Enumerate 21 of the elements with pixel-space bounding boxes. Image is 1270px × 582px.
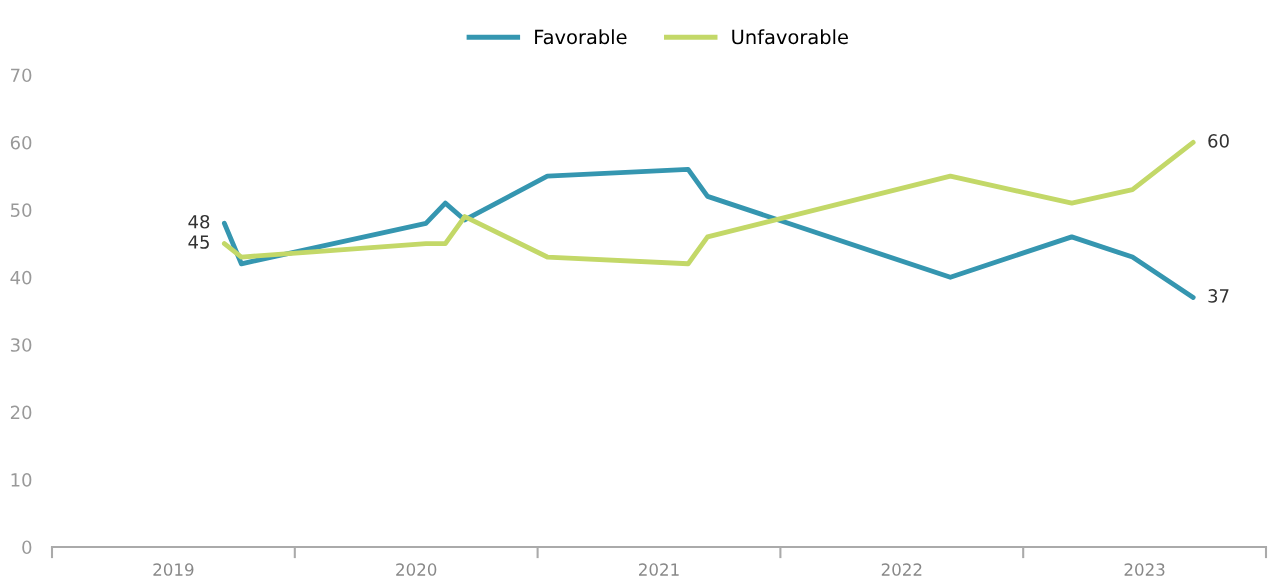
x-tick-label: 2021	[639, 563, 679, 576]
x-tick-label: 2020	[396, 563, 437, 576]
x-tick-label: 2022	[881, 563, 922, 576]
y-tick-label: 40	[10, 270, 32, 285]
y-tick-label: 70	[11, 68, 32, 83]
legend-label: Favorable	[535, 29, 627, 45]
line-series	[221, 140, 1196, 267]
y-tick-label: 30	[10, 338, 32, 352]
data-label: 60	[1208, 134, 1229, 148]
data-label: 37	[1208, 289, 1229, 303]
legend-label: Unfavorable	[732, 29, 848, 45]
data-label: 48	[188, 214, 210, 229]
y-tick-label: 50	[10, 203, 32, 217]
y-tick-label: 20	[10, 405, 32, 420]
y-tick-label: 0	[22, 540, 32, 555]
data-label: 45	[188, 235, 209, 249]
y-tick-label: 60	[10, 135, 32, 150]
x-tick-label: 2023	[1124, 563, 1165, 576]
line-series	[221, 166, 1196, 300]
x-tick-label: 2019	[153, 563, 194, 576]
y-tick-label: 10	[11, 473, 32, 487]
